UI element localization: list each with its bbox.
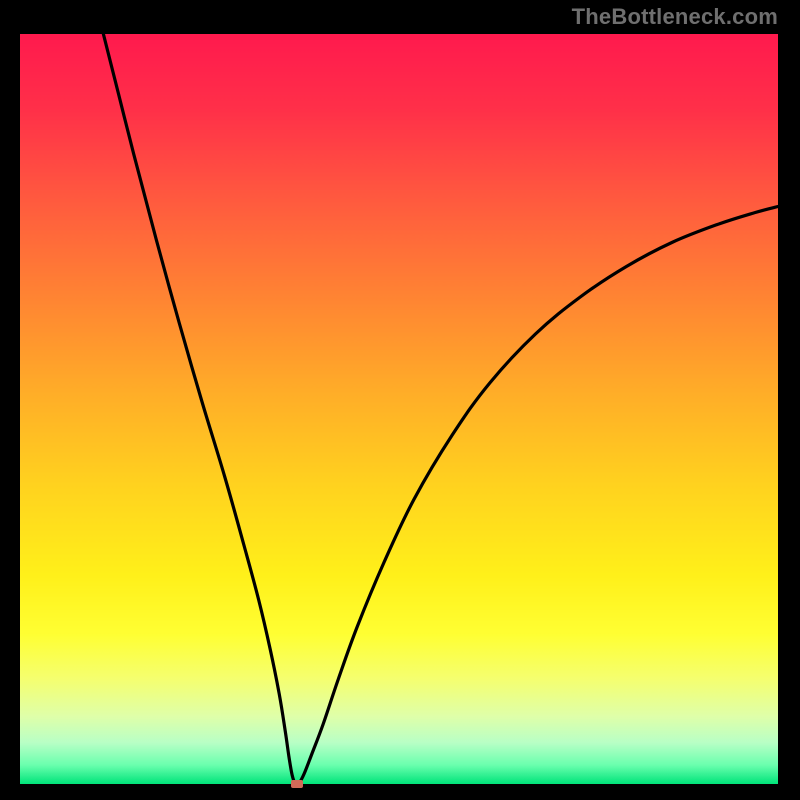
optimum-marker	[291, 780, 303, 788]
curve-svg	[20, 34, 778, 784]
chart-outer: TheBottleneck.com	[0, 0, 800, 800]
bottleneck-curve	[103, 34, 778, 784]
watermark-text: TheBottleneck.com	[572, 4, 778, 30]
plot-area	[20, 34, 778, 784]
